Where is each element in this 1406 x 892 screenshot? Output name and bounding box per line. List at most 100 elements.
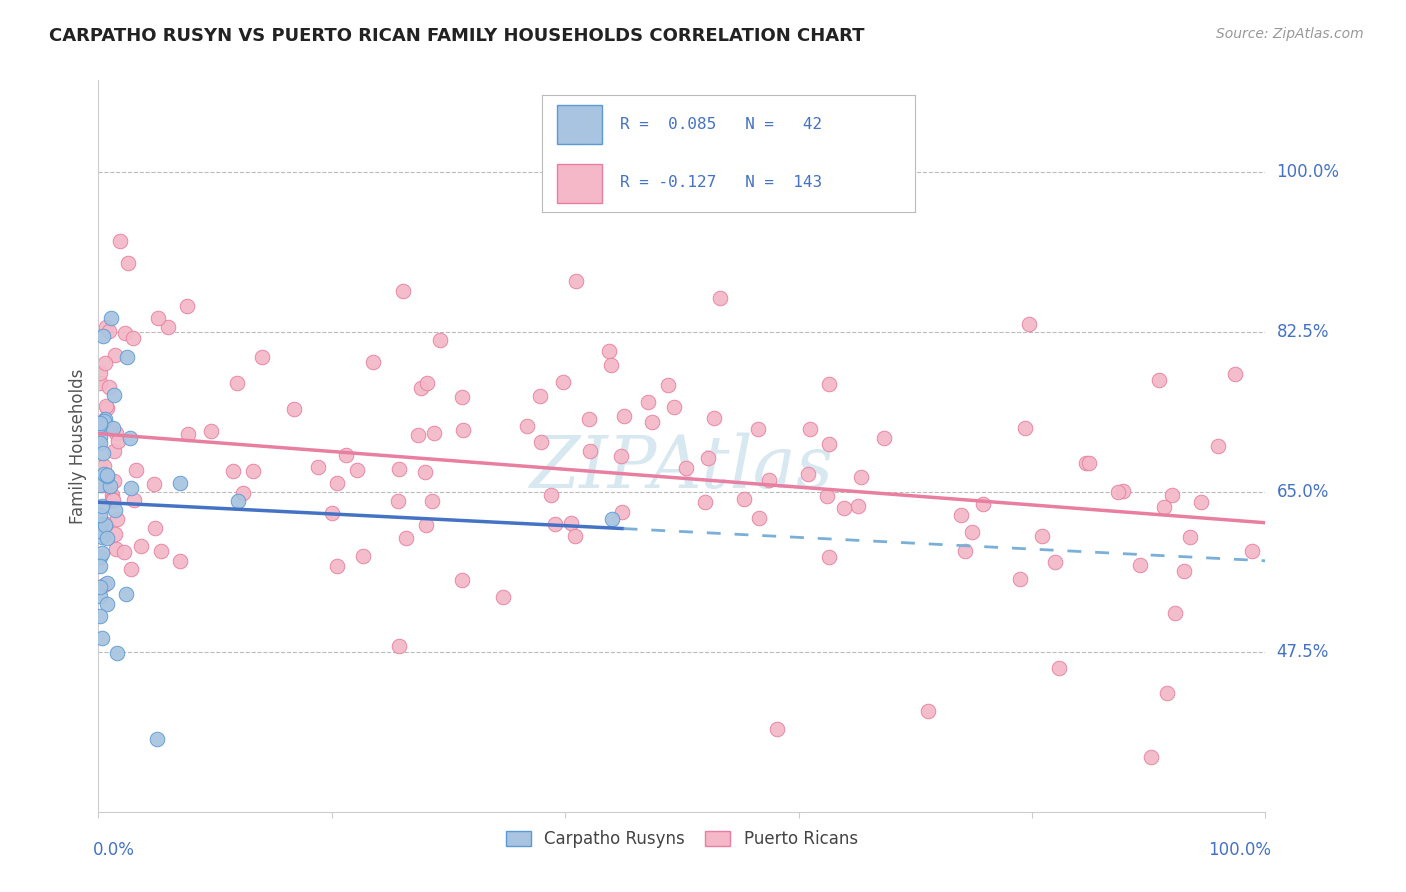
Point xyxy=(1107,485,1129,500)
Point xyxy=(157,320,180,334)
Point xyxy=(326,475,349,490)
Point xyxy=(104,347,127,362)
Point xyxy=(90,530,112,544)
Point xyxy=(1223,367,1246,381)
Point xyxy=(388,461,411,475)
Point xyxy=(675,461,697,475)
Point xyxy=(818,549,841,564)
Point xyxy=(101,421,124,435)
Point xyxy=(564,529,586,543)
Point xyxy=(90,500,112,514)
Point xyxy=(1164,606,1187,620)
Text: CARPATHO RUSYN VS PUERTO RICAN FAMILY HOUSEHOLDS CORRELATION CHART: CARPATHO RUSYN VS PUERTO RICAN FAMILY HO… xyxy=(49,27,865,45)
Point xyxy=(89,608,111,623)
Point xyxy=(120,562,142,576)
Point xyxy=(115,350,138,364)
Point xyxy=(232,486,254,500)
Point xyxy=(917,704,939,718)
Point xyxy=(657,378,679,392)
Point xyxy=(352,549,374,563)
Point xyxy=(115,587,138,601)
Point xyxy=(96,531,118,545)
Text: 0.0%: 0.0% xyxy=(93,841,135,859)
Point xyxy=(599,358,621,372)
Point xyxy=(1111,483,1133,498)
Point xyxy=(93,414,115,428)
Point xyxy=(1049,661,1071,675)
Point xyxy=(423,425,446,440)
Point xyxy=(105,646,128,660)
Text: 100.0%: 100.0% xyxy=(1208,841,1271,859)
Point xyxy=(321,506,343,520)
Point xyxy=(429,334,451,348)
Point xyxy=(250,351,273,365)
Y-axis label: Family Households: Family Households xyxy=(69,368,87,524)
Point xyxy=(832,500,855,515)
Point xyxy=(709,291,731,305)
Point xyxy=(815,490,838,504)
Point xyxy=(96,597,118,611)
Point xyxy=(1140,749,1163,764)
Point xyxy=(104,503,127,517)
Point xyxy=(96,468,118,483)
Point xyxy=(1147,373,1170,387)
Point xyxy=(450,391,472,405)
Point xyxy=(387,494,409,508)
Point xyxy=(149,543,172,558)
Point xyxy=(451,423,474,437)
Point xyxy=(394,531,416,545)
Point xyxy=(530,435,553,450)
Point xyxy=(1031,529,1053,543)
Point xyxy=(103,474,125,488)
Point xyxy=(94,320,117,334)
Point xyxy=(98,324,121,338)
Point xyxy=(89,580,111,594)
Point xyxy=(326,559,349,574)
Point xyxy=(451,573,474,587)
Point xyxy=(89,416,111,430)
Point xyxy=(851,470,873,484)
Point xyxy=(93,356,115,370)
Point xyxy=(361,355,384,369)
Point xyxy=(758,474,780,488)
Point xyxy=(122,492,145,507)
Text: Source: ZipAtlas.com: Source: ZipAtlas.com xyxy=(1216,27,1364,41)
Point xyxy=(107,434,129,448)
Point xyxy=(98,380,121,394)
Point xyxy=(817,437,839,451)
Point xyxy=(89,508,111,523)
Point xyxy=(114,326,136,340)
Point xyxy=(104,527,127,541)
Point xyxy=(93,578,115,592)
Point xyxy=(101,491,124,506)
Point xyxy=(1173,564,1195,578)
Point xyxy=(89,549,111,564)
Point xyxy=(416,376,439,391)
Point xyxy=(120,481,142,495)
Point xyxy=(422,494,444,508)
Point xyxy=(200,424,222,438)
Point xyxy=(610,449,633,463)
Point xyxy=(176,299,198,313)
Point xyxy=(1156,686,1178,700)
Point xyxy=(600,512,623,526)
Point xyxy=(94,517,117,532)
Point xyxy=(94,411,117,425)
Point xyxy=(225,376,247,390)
Point xyxy=(103,444,125,458)
Point xyxy=(529,389,551,403)
Point xyxy=(1045,555,1067,569)
Point xyxy=(94,399,117,413)
Point xyxy=(747,422,769,436)
Point xyxy=(1008,572,1031,586)
Point xyxy=(93,467,115,482)
Point xyxy=(222,464,245,478)
Point xyxy=(143,520,166,534)
Text: ZIPAtlas: ZIPAtlas xyxy=(530,433,834,503)
Point xyxy=(89,477,111,491)
Point xyxy=(177,427,200,442)
Point xyxy=(96,516,118,531)
Point xyxy=(409,381,432,395)
Point xyxy=(146,731,169,746)
Point xyxy=(1206,439,1229,453)
